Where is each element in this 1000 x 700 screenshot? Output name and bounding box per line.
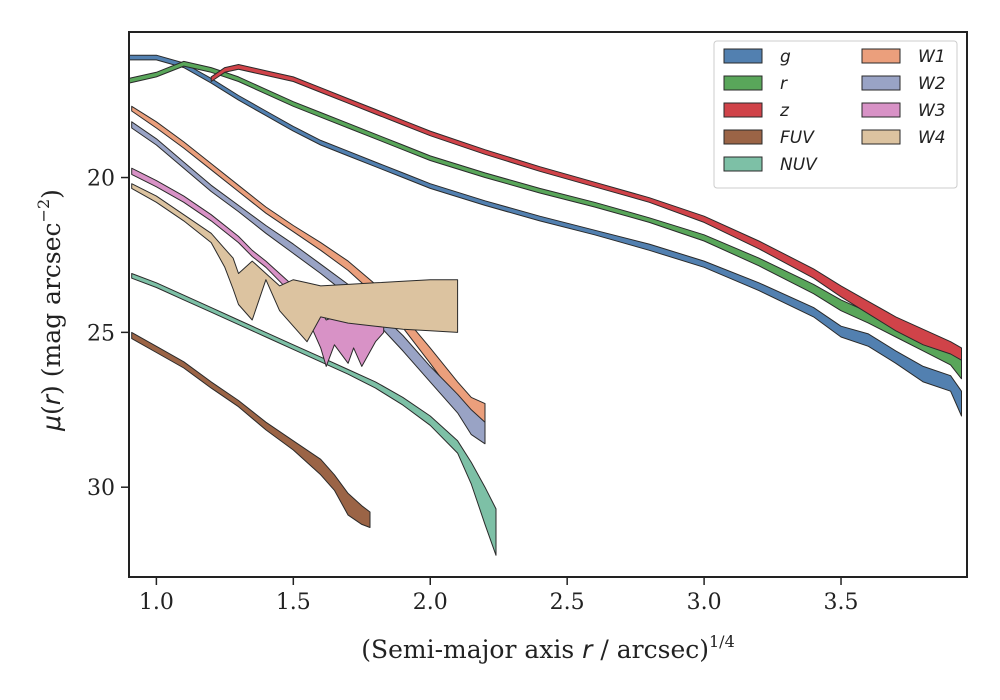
legend-label-w3: W3: [918, 101, 946, 121]
y-axis-label-var: r: [37, 393, 66, 405]
legend-items: grz FUV NUV W1 W2 W3 W4: [723, 47, 946, 175]
y-axis-label-end: ): [37, 189, 66, 199]
legend-swatch-r: [723, 75, 763, 91]
x-axis-label: (Semi-major axis r / arcsec)1/4: [361, 632, 735, 664]
x-tick-label: 1.0: [139, 590, 174, 615]
legend-label-r: r: [780, 74, 788, 94]
plot-frame: [128, 31, 968, 578]
y-axis-label-open: (: [37, 405, 66, 415]
x-tick-label: 3.5: [824, 590, 859, 615]
y-axis: 20 25 30: [87, 167, 129, 501]
y-axis-label-exponent: −2: [34, 199, 53, 223]
x-axis-label-var: r: [582, 635, 594, 664]
x-axis-label-pre: (Semi-major axis: [361, 635, 582, 664]
legend-swatch-z: [723, 102, 763, 118]
area-band-g: [128, 54, 962, 417]
area-band-r: [128, 60, 962, 380]
legend-swatch-fuv: [723, 129, 763, 145]
legend-label-w2: W2: [918, 74, 946, 94]
x-tick-label: 2.0: [413, 590, 448, 615]
legend-swatch-nuv: [723, 156, 763, 172]
x-axis-label-post: / arcsec): [592, 635, 709, 664]
y-tick-label: 20: [87, 167, 115, 192]
legend-label-w4: W4: [918, 128, 946, 148]
x-tick-label: 1.5: [276, 590, 311, 615]
legend-swatch-w2: [861, 75, 901, 91]
area-band-z: [210, 64, 962, 361]
area-band-fuv: [131, 331, 371, 528]
legend-swatch-g: [723, 48, 763, 64]
legend-swatch-w3: [861, 102, 901, 118]
area-band-nuv: [131, 273, 497, 556]
area-band-w2: [131, 121, 486, 445]
y-tick-label: 25: [87, 321, 115, 346]
x-axis: 1.0 1.5 2.0 2.5 3.0 3.5: [139, 577, 859, 615]
y-tick-label: 30: [87, 476, 115, 501]
series-areas: [128, 54, 962, 556]
x-tick-label: 3.0: [687, 590, 722, 615]
y-axis-label-mu: μ: [37, 415, 66, 432]
area-band-w1: [131, 105, 486, 436]
legend-label-z: z: [779, 101, 790, 121]
legend-swatch-w4: [861, 129, 901, 145]
y-axis-label: μ(r) (mag arcsec−2): [34, 189, 66, 432]
legend-swatch-w1: [861, 48, 901, 64]
legend-label-nuv: NUV: [780, 155, 818, 175]
legend-label-fuv: FUV: [780, 128, 815, 148]
x-tick-label: 2.5: [550, 590, 585, 615]
legend-label-g: g: [780, 47, 791, 67]
x-axis-label-exponent: 1/4: [709, 632, 735, 651]
area-band-w4: [131, 183, 459, 343]
y-axis-label-rest: ) (mag arcsec: [37, 222, 66, 395]
legend-label-w1: W1: [918, 47, 946, 67]
legend: grz FUV NUV W1 W2 W3 W4: [713, 40, 958, 189]
